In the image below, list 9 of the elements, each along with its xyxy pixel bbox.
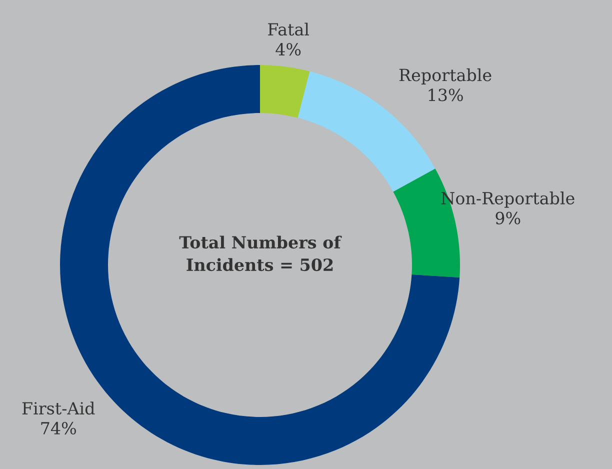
text: Total Numbers of Incidents = 502	[179, 236, 342, 272]
donut-slice	[260, 65, 310, 118]
slice-label: Fatal	[268, 22, 309, 36]
slice-label: Reportable	[399, 68, 492, 85]
data-label: 4%	[276, 42, 301, 56]
data-label: 9%	[496, 212, 520, 224]
data-label: 13%	[428, 88, 463, 102]
data-label: 74%	[41, 422, 76, 435]
slice-label: First-Aid	[22, 402, 95, 415]
